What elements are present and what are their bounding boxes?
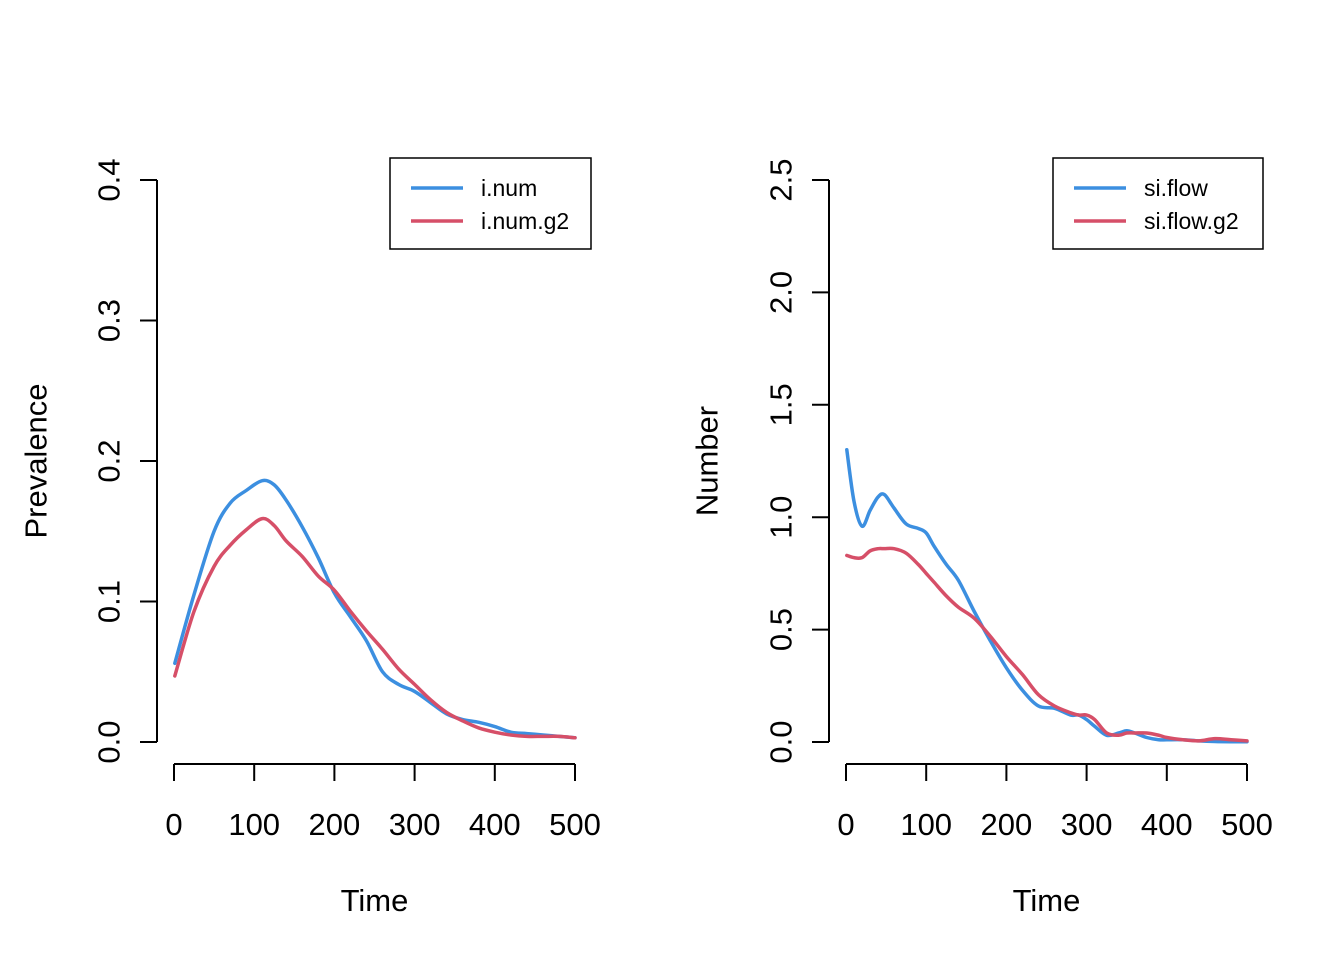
x-axis-title: Time [341, 883, 409, 918]
series-line-si-flow [845, 448, 1249, 744]
legend-box [1052, 157, 1264, 250]
chart-panel-2: 0.0 0.5 1.0 1.5 2.0 2.5 0 100 200 300 400 500 Time Nu… [690, 157, 1273, 918]
y-tick-label: 1.5 [764, 383, 799, 426]
x-tick-label: 0 [837, 807, 854, 842]
legend-label: i.num.g2 [481, 208, 569, 234]
y-tick-label: 2.0 [764, 271, 799, 314]
y-tick-label: 0.5 [764, 608, 799, 651]
y-tick-label: 0.2 [92, 439, 127, 482]
x-tick-label: 300 [1061, 807, 1113, 842]
y-tick-label: 0.1 [92, 580, 127, 623]
legend-label: si.flow.g2 [1144, 208, 1239, 234]
y-tick-label: 0.0 [764, 720, 799, 763]
series-line-i-num [173, 478, 577, 740]
y-tick-label: 0.3 [92, 299, 127, 342]
x-tick-label: 200 [981, 807, 1033, 842]
legend-label: si.flow [1144, 175, 1208, 201]
x-tick-label: 100 [228, 807, 280, 842]
y-tick-label: 1.0 [764, 496, 799, 539]
chart-panel-1: 0.0 0.1 0.2 0.3 0.4 0 100 200 300 400 500 Time Preva… [19, 157, 601, 918]
x-tick-label: 200 [309, 807, 361, 842]
y-tick-label: 0.4 [92, 158, 127, 201]
x-tick-label: 100 [900, 807, 952, 842]
y-tick-label: 2.5 [764, 158, 799, 201]
legend: si.flow si.flow.g2 [1052, 157, 1264, 250]
x-tick-label: 0 [165, 807, 182, 842]
x-tick-label: 300 [389, 807, 441, 842]
x-tick-label: 400 [469, 807, 521, 842]
y-axis-title: Prevalence [19, 383, 54, 538]
y-axis-title: Number [690, 406, 725, 516]
x-axis-title: Time [1013, 883, 1081, 918]
series-line-si-flow-g2 [845, 546, 1249, 743]
legend-box [389, 157, 592, 250]
x-tick-label: 500 [549, 807, 601, 842]
legend: i.num i.num.g2 [389, 157, 592, 250]
y-tick-label: 0.0 [92, 720, 127, 763]
series-line-i-num-g2 [173, 516, 577, 740]
x-tick-label: 400 [1141, 807, 1193, 842]
legend-label: i.num [481, 175, 537, 201]
x-tick-label: 500 [1221, 807, 1273, 842]
